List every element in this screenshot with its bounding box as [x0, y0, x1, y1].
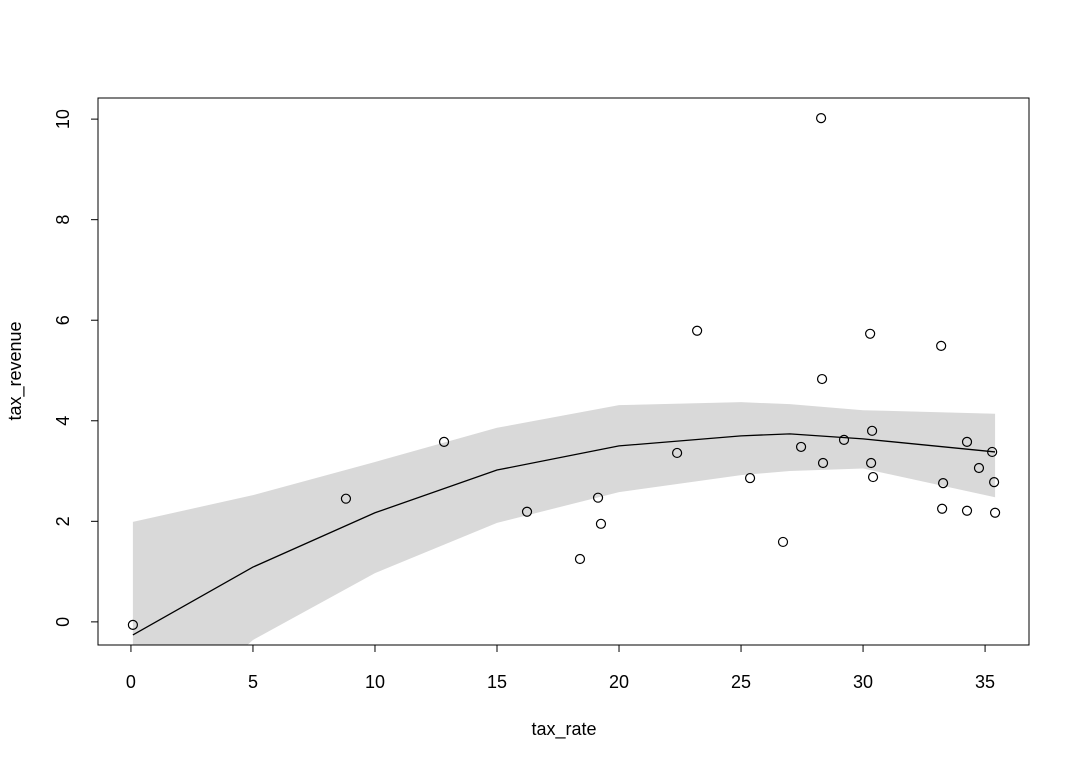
point	[438, 436, 450, 447]
plot-area	[132, 402, 996, 645]
point	[816, 373, 828, 385]
point	[574, 553, 586, 565]
fit-line	[132, 433, 996, 636]
x-tick-label: 15	[487, 672, 507, 692]
point	[937, 478, 949, 489]
point	[595, 518, 607, 529]
point	[521, 506, 533, 517]
x-tick-label: 25	[731, 672, 751, 692]
point	[777, 536, 789, 548]
point	[671, 447, 683, 459]
y-axis-label: tax_revenue	[5, 321, 26, 420]
point	[937, 503, 948, 514]
point	[866, 425, 878, 436]
point	[127, 619, 138, 630]
point	[795, 441, 807, 453]
point	[592, 492, 604, 503]
point	[692, 325, 703, 336]
point	[817, 457, 829, 469]
point	[961, 505, 973, 516]
x-tick-label: 30	[853, 672, 873, 692]
x-axis-label: tax_rate	[531, 719, 596, 740]
point	[815, 113, 827, 124]
y-tick-label: 6	[53, 315, 73, 325]
point	[989, 477, 1000, 488]
x-tick-label: 5	[248, 672, 258, 692]
x-tick-label: 20	[609, 672, 629, 692]
y-tick-label: 10	[53, 109, 73, 129]
point	[973, 462, 985, 474]
x-tick-label: 0	[126, 672, 136, 692]
point	[744, 472, 756, 484]
y-tick-label: 2	[53, 516, 73, 526]
point	[866, 457, 877, 469]
point	[987, 446, 998, 458]
point	[838, 434, 850, 445]
x-tick-label: 10	[365, 672, 385, 692]
x-tick-label: 35	[975, 672, 995, 692]
y-tick-label: 8	[53, 215, 73, 225]
point	[936, 340, 947, 351]
confidence-band	[132, 402, 996, 645]
point	[867, 471, 879, 483]
point	[865, 328, 876, 339]
y-tick-label: 0	[53, 617, 73, 627]
point	[961, 436, 973, 447]
point	[340, 493, 352, 504]
y-tick-label: 4	[53, 416, 73, 426]
point	[989, 507, 1001, 518]
